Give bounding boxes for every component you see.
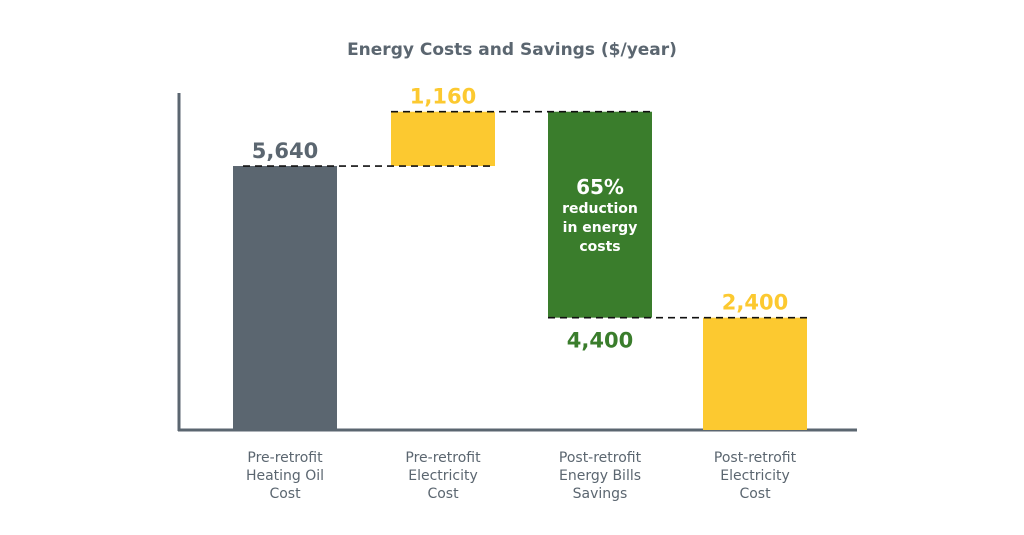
category-label: Post-retrofit (714, 450, 797, 466)
category-label: Savings (573, 486, 628, 502)
category-label: Heating Oil (246, 468, 324, 484)
bar-4 (703, 317, 807, 430)
data-label-1: 5,640 (252, 139, 318, 163)
category-label: Cost (269, 486, 301, 502)
chart-title: Energy Costs and Savings ($/year) (347, 40, 677, 60)
category-label: Cost (739, 486, 771, 502)
bar-annotation-line: in energy (563, 220, 638, 236)
data-label-3: 4,400 (567, 329, 633, 353)
category-label: Pre-retrofit (247, 450, 323, 466)
bar-annotation-line: reduction (562, 201, 638, 217)
category-label: Post-retrofit (559, 450, 642, 466)
data-label-4: 2,400 (722, 291, 788, 315)
bar-2 (391, 111, 495, 167)
category-label: Cost (427, 486, 459, 502)
bar-annotation-line: 65% (576, 175, 624, 199)
data-label-2: 1,160 (410, 85, 476, 109)
bar-3 (548, 111, 652, 318)
category-label: Electricity (720, 468, 790, 484)
category-label: Pre-retrofit (405, 450, 481, 466)
category-label: Electricity (408, 468, 478, 484)
category-label: Energy Bills (559, 468, 641, 484)
bar-annotation-line: costs (579, 239, 620, 255)
bar-1 (233, 166, 337, 430)
